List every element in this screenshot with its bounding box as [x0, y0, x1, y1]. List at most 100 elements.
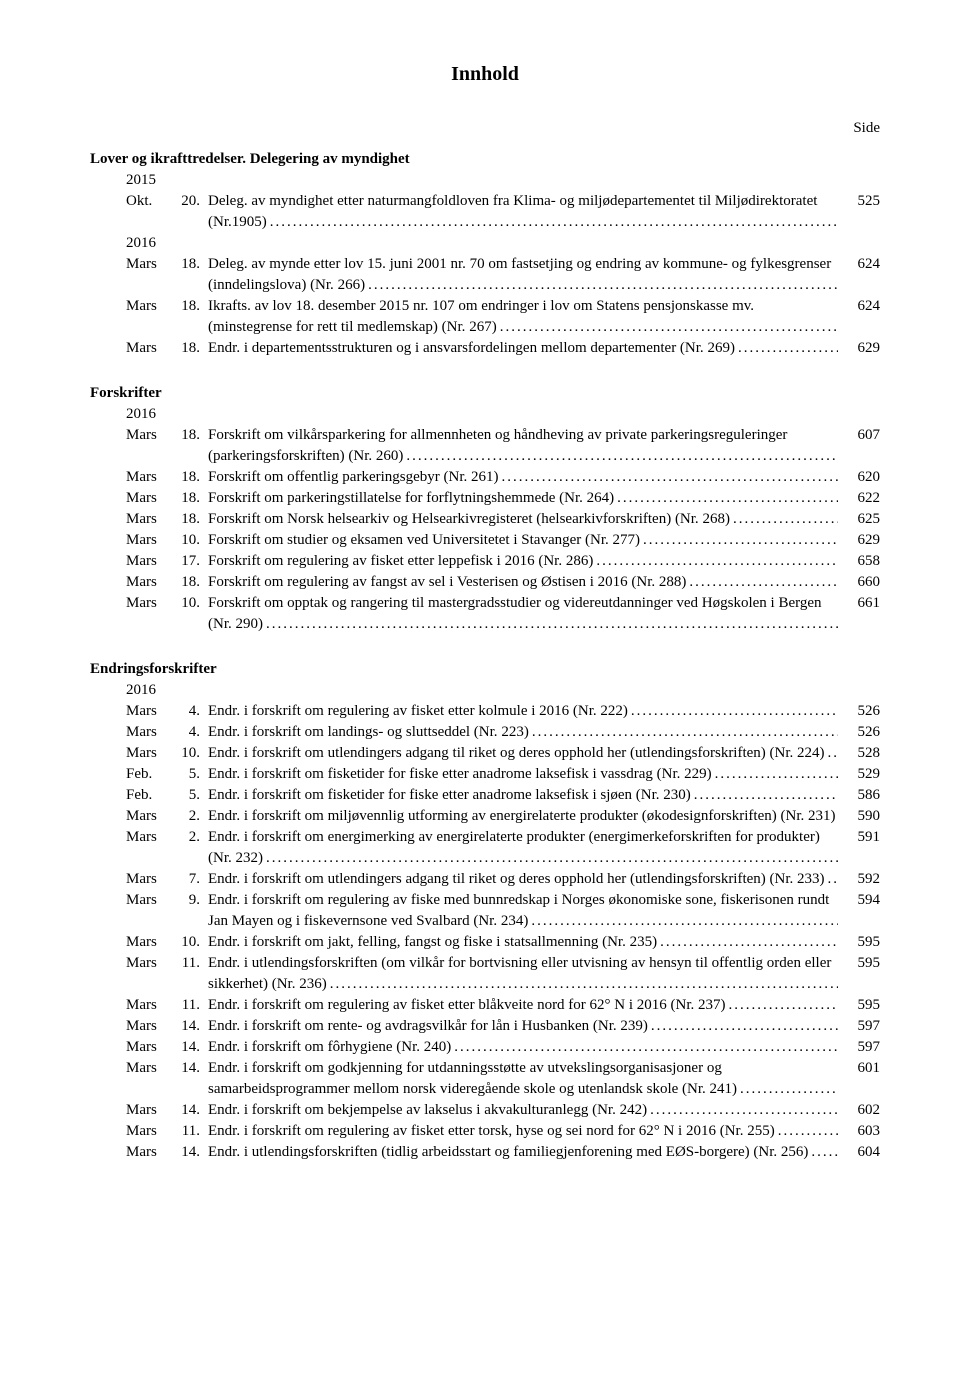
entry-day: 4. — [170, 722, 208, 743]
toc-entry: Mars18.Forskrift om vilkårsparkering for… — [90, 425, 880, 467]
entry-text: Endr. i forskrift om regulering av fiske… — [208, 890, 838, 932]
entry-day: 14. — [170, 1058, 208, 1079]
entry-month: Mars — [126, 467, 170, 488]
entry-page: 590 — [838, 806, 880, 827]
entry-text: Endr. i forskrift om utlendingers adgang… — [208, 743, 838, 764]
toc-entry: Feb.5.Endr. i forskrift om fisketider fo… — [90, 764, 880, 785]
entry-month: Mars — [126, 1121, 170, 1142]
entry-page: 624 — [838, 254, 880, 275]
entry-page: 622 — [838, 488, 880, 509]
entry-day: 7. — [170, 869, 208, 890]
entry-month: Mars — [126, 1100, 170, 1121]
entry-month: Mars — [126, 551, 170, 572]
entry-day: 18. — [170, 467, 208, 488]
entry-text: Forskrift om Norsk helsearkiv og Helsear… — [208, 509, 838, 530]
toc-entry: Mars11.Endr. i forskrift om regulering a… — [90, 1121, 880, 1142]
entry-page: 597 — [838, 1016, 880, 1037]
entry-page: 624 — [838, 296, 880, 317]
toc-entry: Mars17.Forskrift om regulering av fisket… — [90, 551, 880, 572]
toc-entry: Mars10.Endr. i forskrift om utlendingers… — [90, 743, 880, 764]
section-heading: Endringsforskrifter — [90, 659, 880, 680]
toc-entry: Mars18.Deleg. av mynde etter lov 15. jun… — [90, 254, 880, 296]
group-year: 2016 — [126, 404, 880, 425]
entry-page: 595 — [838, 995, 880, 1016]
entry-page: 604 — [838, 1142, 880, 1163]
entry-text: Endr. i utlendingsforskriften (tidlig ar… — [208, 1142, 838, 1163]
entry-page: 592 — [838, 869, 880, 890]
toc-entry: Mars18.Forskrift om Norsk helsearkiv og … — [90, 509, 880, 530]
entry-day: 10. — [170, 530, 208, 551]
entry-text: Endr. i forskrift om rente- og avdragsvi… — [208, 1016, 838, 1037]
entry-month: Mars — [126, 296, 170, 317]
group-year: 2015 — [126, 170, 880, 191]
entry-day: 5. — [170, 785, 208, 806]
toc-entry: Mars9.Endr. i forskrift om regulering av… — [90, 890, 880, 932]
entry-text: Forskrift om studier og eksamen ved Univ… — [208, 530, 838, 551]
entry-day: 18. — [170, 296, 208, 317]
entry-page: 591 — [838, 827, 880, 848]
entry-text: Forskrift om regulering av fangst av sel… — [208, 572, 838, 593]
entry-month: Mars — [126, 806, 170, 827]
entry-text: Endr. i forskrift om fôrhygiene (Nr. 240… — [208, 1037, 838, 1058]
entry-day: 10. — [170, 743, 208, 764]
entry-page: 529 — [838, 764, 880, 785]
entry-text: Endr. i departementsstrukturen og i ansv… — [208, 338, 838, 359]
entry-page: 525 — [838, 191, 880, 212]
entry-day: 5. — [170, 764, 208, 785]
entry-day: 18. — [170, 488, 208, 509]
entry-text: Forskrift om offentlig parkeringsgebyr (… — [208, 467, 838, 488]
entry-month: Mars — [126, 869, 170, 890]
toc-entry: Mars18.Forskrift om offentlig parkerings… — [90, 467, 880, 488]
toc-entry: Mars10.Forskrift om opptak og rangering … — [90, 593, 880, 635]
entry-day: 20. — [170, 191, 208, 212]
toc-entry: Mars4.Endr. i forskrift om regulering av… — [90, 701, 880, 722]
entry-page: 586 — [838, 785, 880, 806]
entry-month: Mars — [126, 1016, 170, 1037]
entry-month: Mars — [126, 1142, 170, 1163]
entry-month: Mars — [126, 593, 170, 614]
entry-month: Mars — [126, 890, 170, 911]
entry-day: 4. — [170, 701, 208, 722]
entry-day: 18. — [170, 509, 208, 530]
toc-entry: Mars14.Endr. i forskrift om fôrhygiene (… — [90, 1037, 880, 1058]
entry-month: Mars — [126, 338, 170, 359]
entry-month: Feb. — [126, 785, 170, 806]
entry-text: Endr. i forskrift om regulering av fiske… — [208, 701, 838, 722]
toc-entry: Mars14.Endr. i forskrift om rente- og av… — [90, 1016, 880, 1037]
entry-page: 528 — [838, 743, 880, 764]
entry-text: Endr. i forskrift om godkjenning for utd… — [208, 1058, 838, 1100]
entry-month: Mars — [126, 509, 170, 530]
entry-month: Mars — [126, 743, 170, 764]
entry-text: Endr. i forskrift om jakt, felling, fang… — [208, 932, 838, 953]
entry-month: Mars — [126, 827, 170, 848]
entry-text: Forskrift om regulering av fisket etter … — [208, 551, 838, 572]
group-year: 2016 — [126, 233, 880, 254]
entry-page: 661 — [838, 593, 880, 614]
entry-page: 526 — [838, 701, 880, 722]
toc-entry: Mars10.Forskrift om studier og eksamen v… — [90, 530, 880, 551]
entry-page: 601 — [838, 1058, 880, 1079]
entry-month: Mars — [126, 572, 170, 593]
entry-page: 526 — [838, 722, 880, 743]
toc-entry: Mars4.Endr. i forskrift om landings- og … — [90, 722, 880, 743]
entry-page: 625 — [838, 509, 880, 530]
entry-text: Endr. i forskrift om energimerking av en… — [208, 827, 838, 869]
entry-text: Forskrift om opptak og rangering til mas… — [208, 593, 838, 635]
entry-month: Feb. — [126, 764, 170, 785]
entry-day: 18. — [170, 425, 208, 446]
entry-month: Okt. — [126, 191, 170, 212]
entry-text: Ikrafts. av lov 18. desember 2015 nr. 10… — [208, 296, 838, 338]
entry-page: 660 — [838, 572, 880, 593]
toc-entry: Mars2.Endr. i forskrift om miljøvennlig … — [90, 806, 880, 827]
entry-text: Endr. i forskrift om regulering av fiske… — [208, 995, 838, 1016]
entry-day: 10. — [170, 593, 208, 614]
entry-month: Mars — [126, 254, 170, 275]
entry-day: 2. — [170, 806, 208, 827]
toc-entry: Okt.20.Deleg. av myndighet etter naturma… — [90, 191, 880, 233]
entry-day: 11. — [170, 995, 208, 1016]
entry-month: Mars — [126, 995, 170, 1016]
entry-text: Forskrift om parkeringstillatelse for fo… — [208, 488, 838, 509]
entry-page: 602 — [838, 1100, 880, 1121]
entry-month: Mars — [126, 425, 170, 446]
entry-page: 629 — [838, 338, 880, 359]
